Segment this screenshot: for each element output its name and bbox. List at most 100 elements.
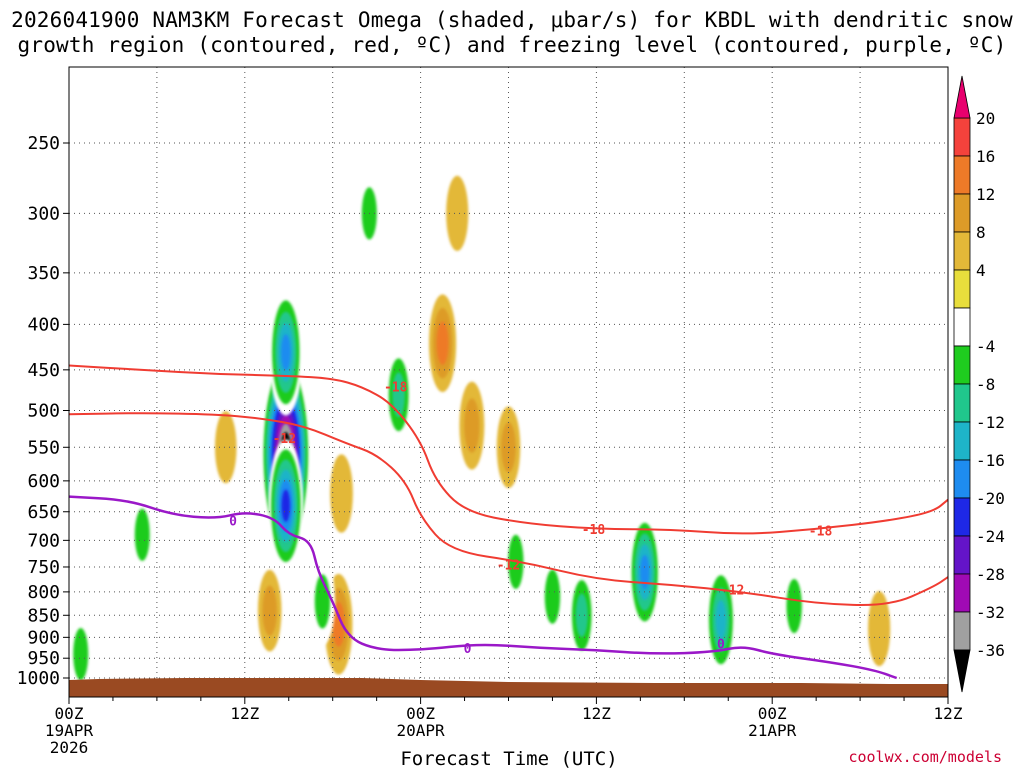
x-axis-label: Forecast Time (UTC): [400, 748, 617, 768]
omega-cell: [214, 411, 237, 484]
omega-contour-fill: [359, 0, 379, 53]
colorbar-label: 4: [976, 261, 986, 280]
omega-contour-fill: [544, 569, 561, 624]
x-tick-label: 00Z: [406, 704, 435, 723]
x-tick-year-label: 2026: [50, 738, 89, 757]
y-tick-label: 600: [27, 471, 60, 492]
x-tick-label: 00Z: [758, 704, 787, 723]
colorbar-swatch: [953, 117, 971, 157]
omega-cell: [130, 492, 155, 578]
omega-contour-fill: [330, 454, 353, 533]
omega-contour-fill: [575, 593, 588, 637]
contour-label: 0: [717, 638, 725, 653]
y-tick-label: 400: [27, 314, 60, 335]
colorbar-label: -4: [976, 337, 995, 356]
colorbar-swatch: [953, 345, 971, 385]
omega-contour-fill: [363, 0, 375, 39]
colorbar-swatch: [953, 459, 971, 499]
x-tick-label: 12Z: [230, 704, 259, 723]
contour-label: -18: [384, 381, 408, 396]
contour-label: -12: [273, 432, 296, 447]
omega-cell: [355, 0, 383, 67]
omega-contour-fill: [436, 321, 449, 365]
omega-contour-fill: [214, 411, 237, 484]
omega-contour-fill: [134, 508, 150, 561]
dgz-contour-line: [69, 364, 948, 535]
omega-cell: [568, 566, 596, 665]
colorbar-bottom-arrow: [953, 649, 971, 693]
credit-text: coolwx.com/models: [848, 748, 1002, 766]
x-tick-label: 12Z: [934, 704, 963, 723]
colorbar-swatch: [953, 535, 971, 575]
omega-contour-fill: [786, 578, 802, 634]
omega-cell: [781, 562, 807, 651]
y-tick-label: 550: [27, 437, 60, 458]
omega-contour-fill: [73, 628, 89, 681]
contour-label: -12: [721, 583, 744, 598]
contour-label: 0: [464, 642, 472, 657]
contour-label: -18: [809, 524, 833, 539]
colorbar-swatch: [953, 231, 971, 271]
omega-contour-fill: [464, 398, 480, 453]
colorbar-label: -8: [976, 375, 995, 394]
y-axis: 2503003504004505005506006507007508008509…: [17, 133, 69, 689]
omega-contour-fill: [281, 334, 291, 371]
x-tick-date-label: 21APR: [748, 721, 797, 740]
colorbar-swatch: [953, 611, 971, 651]
omega-cell: [446, 175, 469, 251]
omega-contour-fill: [715, 599, 727, 640]
colorbar-label: -32: [976, 603, 1005, 622]
omega-cell: [269, 289, 303, 416]
colorbar-swatch: [953, 307, 971, 347]
omega-contour-fill: [281, 489, 291, 522]
omega-contour-fill: [355, 0, 383, 67]
colorbar-swatch: [953, 155, 971, 195]
colorbar-swatch: [953, 383, 971, 423]
omega-cell: [330, 454, 353, 533]
y-tick-label: 300: [27, 203, 60, 224]
y-tick-label: 500: [27, 401, 60, 422]
omega-cell: [539, 552, 565, 641]
y-tick-label: 250: [27, 133, 60, 154]
contour-layer: [69, 364, 948, 680]
freezing-level-line: [69, 495, 898, 680]
x-tick-label: 00Z: [55, 704, 84, 723]
dgz-contour-line: [69, 412, 948, 607]
colorbar-label: 20: [976, 109, 995, 128]
omega-cell: [428, 294, 457, 393]
omega-contour-fill: [392, 372, 405, 418]
x-tick-date-label: 19APR: [45, 721, 94, 740]
colorbar-label: -24: [976, 527, 1005, 546]
omega-contour-fill: [332, 601, 345, 647]
omega-contour-fill: [640, 554, 650, 590]
omega-cell: [459, 381, 485, 470]
colorbar-legend: 20 16 12 8 4 -4 -8 -12 -16 -20 -24 -28 -32 -36: [953, 75, 1005, 693]
colorbar-swatch: [953, 573, 971, 613]
colorbar-swatch: [953, 193, 971, 233]
colorbar-label: -28: [976, 565, 1005, 584]
y-tick-label: 800: [27, 582, 60, 603]
colorbar-swatch: [953, 269, 971, 309]
y-tick-label: 900: [27, 627, 60, 648]
contour-labels-layer: -18 -12 -18 -18 -12 -12 0 0 0: [229, 381, 832, 657]
y-tick-label: 750: [27, 557, 60, 578]
colorbar-label: -12: [976, 413, 1005, 432]
chart-title-line-1: 2026041900 NAM3KM Forecast Omega (shaded…: [11, 8, 1013, 32]
x-tick-date-label: 20APR: [397, 721, 446, 740]
omega-cell: [268, 439, 304, 573]
colorbar-label: -16: [976, 451, 1005, 470]
colorbar-swatch: [953, 421, 971, 461]
y-tick-label: 950: [27, 648, 60, 669]
colorbar-label: 12: [976, 185, 995, 204]
y-tick-label: 350: [27, 263, 60, 284]
y-tick-label: 1000: [17, 668, 60, 689]
colorbar-swatch: [953, 497, 971, 537]
contour-label: -18: [582, 523, 606, 538]
terrain-surface: [69, 678, 948, 697]
y-tick-label: 850: [27, 605, 60, 626]
omega-contour-fill: [262, 585, 278, 636]
colorbar-top-arrow: [953, 75, 971, 119]
y-tick-label: 700: [27, 530, 60, 551]
colorbar-label: 8: [976, 223, 986, 242]
